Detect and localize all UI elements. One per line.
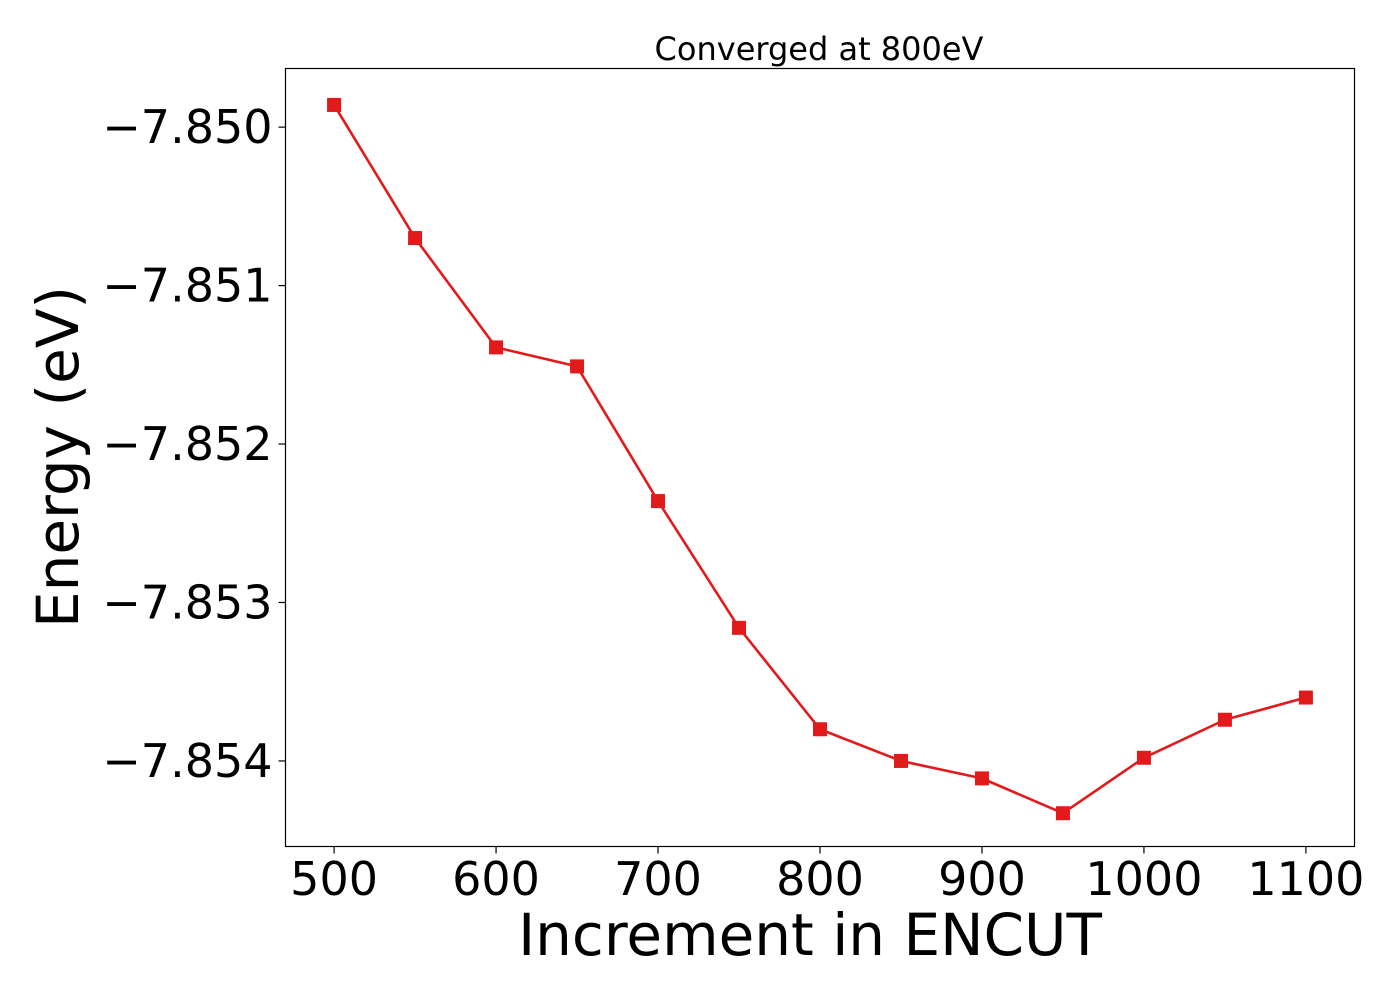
plot-frame (284, 67, 1356, 848)
data-point-marker (1217, 712, 1232, 727)
y-tick-label: −7.850 (102, 100, 272, 154)
data-point-marker (408, 231, 423, 246)
x-axis-title: Increment in ENCUT (518, 901, 1102, 969)
x-tick-label: 700 (614, 852, 702, 906)
data-point-marker (732, 620, 747, 635)
data-point-marker (1298, 690, 1313, 705)
plot-area (327, 97, 1313, 821)
data-point-marker (327, 97, 342, 112)
x-axis: 500 600 700 800 900 1000 1100 (290, 846, 1364, 906)
data-point-marker (974, 771, 989, 786)
y-axis-title: Energy (eV) (24, 286, 92, 628)
x-tick-label: 500 (290, 852, 378, 906)
x-tick-label: 1000 (1085, 852, 1202, 906)
data-point-marker (570, 359, 585, 374)
data-point-marker (1055, 806, 1070, 821)
y-tick-label: −7.852 (102, 417, 272, 471)
x-tick-label: 900 (938, 852, 1026, 906)
y-tick-label: −7.853 (102, 575, 272, 629)
chart-title: Converged at 800eV (655, 30, 984, 68)
x-tick-label: 800 (776, 852, 864, 906)
data-point-marker (813, 722, 827, 737)
series-line (332, 104, 1307, 815)
y-tick-label: −7.854 (102, 734, 272, 788)
x-tick-label: 600 (452, 852, 540, 906)
data-point-marker (1136, 750, 1151, 765)
y-tick-label: −7.851 (102, 259, 272, 313)
data-point-marker (893, 753, 908, 768)
x-tick-label: 1100 (1247, 852, 1364, 906)
y-axis: −7.850 −7.851 −7.852 −7.853 −7.854 (102, 100, 286, 788)
data-point-marker (489, 340, 504, 355)
data-point-marker (651, 494, 666, 509)
